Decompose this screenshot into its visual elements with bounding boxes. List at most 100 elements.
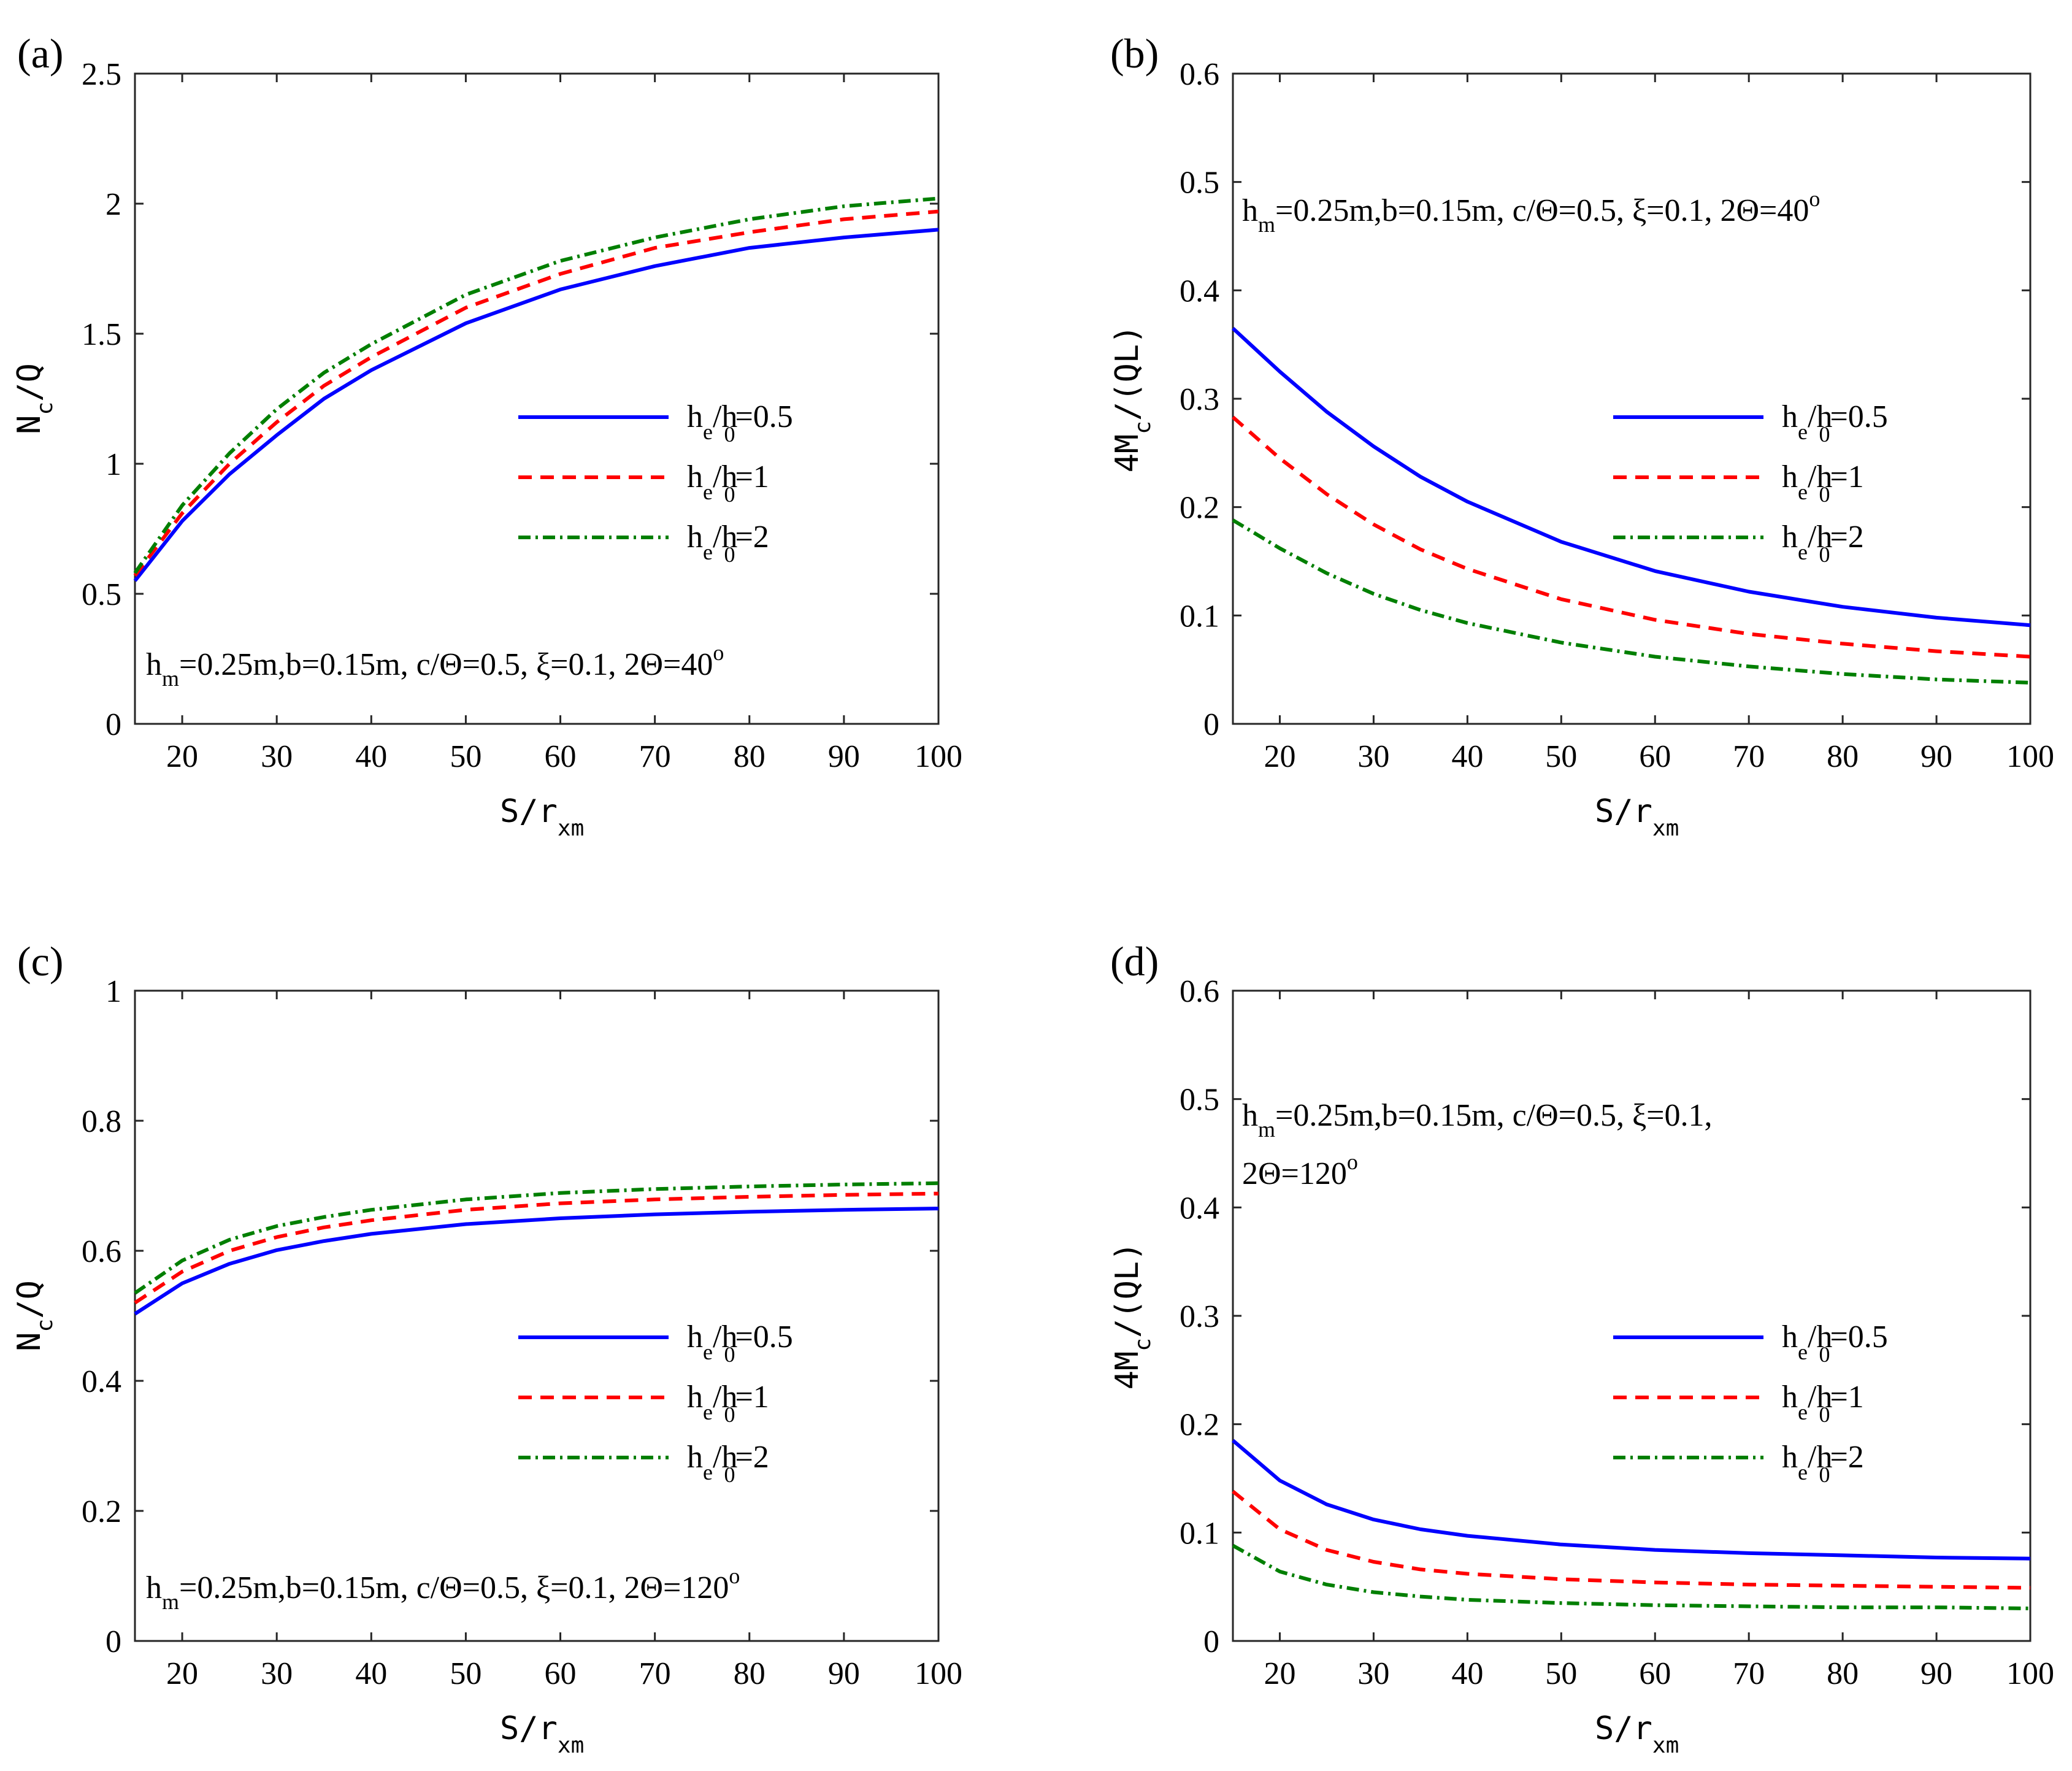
x-tick-label: 90	[1920, 1656, 1952, 1691]
legend-sub-e: e	[1798, 1340, 1808, 1364]
legend-label: he/h0=2	[1782, 1440, 1864, 1487]
legend-tail: =1	[735, 1380, 769, 1415]
panel-c: (c) 20 30 40 50 60 70 80 90 100 0 0.2 0.4 0.6 0.8 1 S/rx…	[11, 938, 962, 1758]
panel-a: (a) 20 30 40 50 60 70 80 90 100 0 0.5 1 1.5 2 2.5 S/rxm N…	[11, 30, 962, 841]
x-tick-label: 70	[639, 1656, 671, 1691]
x-axis-label-sub: xm	[1652, 816, 1679, 841]
y-axis-label-base: N	[11, 415, 48, 434]
plot-frame	[1232, 989, 2032, 1642]
panel-label: (c)	[17, 938, 63, 985]
legend-label: he/h0=1	[687, 1380, 769, 1427]
y-axis-label-group: Nc/Q	[11, 363, 58, 434]
parameter-note: hm=0.25m,b=0.15m, c/Θ=0.5, ξ=0.1, 2Θ=120…	[146, 1564, 740, 1614]
legend-label: he/h0=0.5	[1782, 1320, 1888, 1367]
y-axis-label-tail: /Q	[11, 1280, 48, 1319]
legend-h: h	[687, 459, 703, 494]
y-axis-label-base: N	[11, 1332, 48, 1351]
plot-frame	[134, 989, 940, 1642]
x-axis-label-base: S/r	[1595, 1710, 1652, 1747]
legend-sub-e: e	[1798, 540, 1808, 564]
legend-mid: /h	[1808, 1320, 1832, 1354]
x-tick-label: 70	[1733, 739, 1765, 774]
y-tick-label: 1	[106, 447, 121, 482]
x-tick-label: 40	[355, 739, 387, 774]
legend-mid: /h	[1808, 1380, 1832, 1415]
parameter-note-sub: m	[1258, 212, 1275, 237]
series-line-3	[133, 196, 939, 574]
y-tick-label: 0.5	[82, 577, 121, 612]
legend-h: h	[687, 1440, 703, 1475]
legend-label: he/h0=2	[687, 1440, 769, 1487]
x-tick-label: 30	[261, 739, 293, 774]
series-line-3	[134, 1181, 939, 1295]
x-tick-label: 50	[450, 1656, 482, 1691]
legend-sub-e: e	[703, 420, 713, 444]
x-axis-label: S/rxm	[500, 1710, 584, 1758]
parameter-note-tail: =0.25m,b=0.15m, c/Θ=0.5, ξ=0.1, 2Θ=120	[179, 1570, 729, 1605]
parameter-note-line2-base: 2Θ=120	[1242, 1156, 1347, 1191]
legend-tail: =2	[735, 520, 769, 555]
legend-h: h	[1782, 459, 1798, 494]
parameter-note: hm=0.25m,b=0.15m, c/Θ=0.5, ξ=0.1,	[1242, 1098, 1712, 1142]
y-tick-label: 0	[1203, 1624, 1219, 1659]
legend-sub-0: 0	[1819, 482, 1830, 507]
legend-sub-0: 0	[724, 542, 735, 567]
x-tick-label: 90	[828, 1656, 860, 1691]
parameter-note-sup: o	[1809, 186, 1820, 211]
legend-sub-e: e	[1798, 480, 1808, 504]
y-axis-label: 4Mc/(QL)	[1109, 1242, 1156, 1390]
y-axis-label-tail: /(QL)	[1109, 1242, 1146, 1339]
legend-mid: /h	[1808, 1440, 1832, 1475]
x-axis-label-base: S/r	[500, 793, 558, 830]
legend-h: h	[1782, 1440, 1798, 1475]
y-tick-label: 0.6	[1180, 974, 1219, 1009]
x-tick-label: 40	[355, 1656, 387, 1691]
y-tick-label: 0.1	[1180, 599, 1219, 634]
legend-h: h	[687, 399, 703, 434]
legend-sub-0: 0	[724, 482, 735, 507]
x-tick-label: 90	[828, 739, 860, 774]
parameter-note-tail: =0.25m,b=0.15m, c/Θ=0.5, ξ=0.1,	[1275, 1098, 1712, 1133]
legend-h: h	[1782, 399, 1798, 434]
x-tick-label: 50	[1545, 739, 1577, 774]
series-line-1	[1232, 1439, 2031, 1561]
legend-sub-e: e	[1798, 1460, 1808, 1485]
parameter-note-sub: m	[162, 1589, 179, 1614]
series-line-1	[133, 228, 939, 582]
series-line-2	[133, 209, 939, 577]
x-tick-label: 80	[1827, 739, 1859, 774]
y-tick-label: 0.5	[1180, 1083, 1219, 1118]
y-axis-label: Nc/Q	[11, 1280, 58, 1351]
x-axis-label-sub: xm	[1652, 1733, 1679, 1758]
y-tick-label: 0.4	[1180, 1191, 1219, 1226]
legend-tail: =1	[1830, 1380, 1863, 1415]
legend-sub-e: e	[1798, 1400, 1808, 1424]
legend-tail: =0.5	[1830, 1320, 1887, 1354]
y-tick-label: 2	[106, 187, 121, 222]
legend-h: h	[1782, 1380, 1798, 1415]
y-tick-label: 0	[1203, 707, 1219, 742]
x-tick-label: 40	[1451, 739, 1483, 774]
legend-h: h	[1782, 520, 1798, 555]
legend-sub-0: 0	[724, 1342, 735, 1367]
x-tick-label: 100	[2006, 1656, 2054, 1691]
series-line-2	[1232, 1489, 2031, 1590]
y-axis-label: Nc/Q	[11, 363, 58, 434]
x-tick-label: 20	[1264, 739, 1295, 774]
x-tick-label: 30	[1357, 739, 1389, 774]
parameter-note-base: h	[146, 1570, 162, 1605]
legend-mid: /h	[713, 459, 737, 494]
legend-tail: =2	[1830, 520, 1863, 555]
y-tick-label: 0.8	[82, 1104, 121, 1139]
y-tick-label: 0.4	[82, 1364, 121, 1399]
legend-sub-0: 0	[1819, 542, 1830, 567]
legend-tail: =0.5	[735, 1320, 792, 1354]
legend-tail: =1	[1830, 459, 1863, 494]
y-tick-label: 0	[106, 1624, 121, 1659]
panel-label: (d)	[1110, 938, 1159, 985]
parameter-note-sup: o	[729, 1564, 740, 1588]
legend-sub-0: 0	[1819, 1462, 1830, 1487]
y-axis-label-base: 4M	[1109, 434, 1146, 473]
parameter-note: hm=0.25m,b=0.15m, c/Θ=0.5, ξ=0.1, 2Θ=40o	[146, 640, 724, 691]
